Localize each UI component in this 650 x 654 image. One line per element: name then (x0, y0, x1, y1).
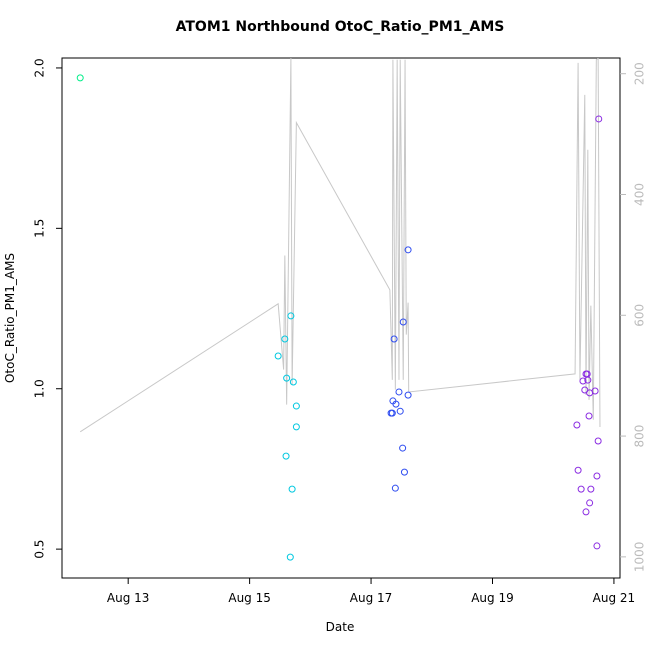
y-tick-label: 1.5 (33, 219, 47, 238)
data-point (404, 391, 412, 399)
data-point (586, 499, 594, 507)
data-point (585, 412, 593, 420)
chart-title: ATOM1 Northbound OtoC_Ratio_PM1_AMS (176, 19, 505, 35)
plot-frame (61, 57, 621, 579)
x-tick-label: Aug 17 (350, 591, 393, 605)
data-point (390, 335, 398, 343)
y-axis-label: OtoC_Ratio_PM1_AMS (3, 253, 17, 383)
data-point (584, 376, 592, 384)
data-point (388, 409, 396, 417)
y2-tick-label: 400 (633, 183, 647, 206)
data-point (292, 402, 300, 410)
y2-tick-label: 200 (633, 62, 647, 85)
x-tick-label: Aug 15 (228, 591, 271, 605)
data-point (286, 553, 294, 561)
data-point (582, 508, 590, 516)
data-point (579, 377, 587, 385)
data-point (573, 421, 581, 429)
data-point (392, 400, 400, 408)
y2-tick-label: 800 (633, 425, 647, 448)
data-point (287, 312, 295, 320)
data-point (289, 378, 297, 386)
x-tick-label: Aug 21 (593, 591, 636, 605)
data-point (577, 485, 585, 493)
data-point (396, 407, 404, 415)
data-point (395, 388, 403, 396)
x-tick-label: Aug 19 (471, 591, 514, 605)
data-point (574, 466, 582, 474)
data-point (594, 437, 602, 445)
data-point (595, 115, 603, 123)
data-point (400, 468, 408, 476)
data-point (283, 374, 291, 382)
y2-tick-label: 1000 (633, 542, 647, 573)
data-point (391, 484, 399, 492)
y-tick-label: 1.0 (33, 379, 47, 398)
series-line (79, 58, 601, 433)
y2-tick-label: 600 (633, 304, 647, 327)
data-point (399, 444, 407, 452)
data-point (282, 452, 290, 460)
data-point (274, 352, 282, 360)
x-tick-label: Aug 13 (107, 591, 150, 605)
data-point (593, 472, 601, 480)
data-point (76, 74, 84, 82)
data-point (288, 485, 296, 493)
data-point (591, 387, 599, 395)
data-point (587, 485, 595, 493)
data-point (593, 542, 601, 550)
data-point (404, 246, 412, 254)
data-point (281, 335, 289, 343)
data-point (399, 318, 407, 326)
y-tick-label: 2.0 (33, 58, 47, 77)
data-point (292, 423, 300, 431)
x-axis-label: Date (326, 620, 355, 634)
y-tick-label: 0.5 (33, 540, 47, 559)
